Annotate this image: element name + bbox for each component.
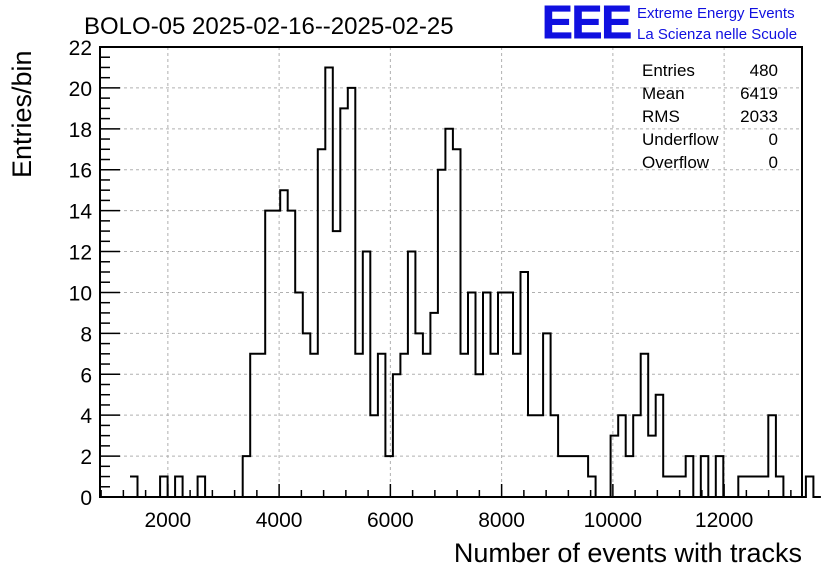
plot-frame (99, 46, 803, 498)
y-tick-labels: 0 2 4 6 8 10 12 14 16 18 20 22 (69, 37, 93, 510)
logo-mark: EEE (542, 0, 631, 48)
x-tick-label: 4000 (256, 509, 303, 532)
x-tick-label: 12000 (695, 509, 753, 532)
y-tick-label: 16 (69, 160, 92, 183)
stats-value: 0 (769, 153, 778, 172)
stats-value: 6419 (740, 84, 778, 103)
y-tick-label: 14 (69, 201, 93, 224)
y-tick-label: 2 (80, 446, 92, 469)
stats-label: Entries (642, 61, 695, 80)
y-tick-label: 4 (80, 405, 92, 428)
y-tick-label: 10 (69, 282, 92, 305)
y-axis-label: Entries/bin (7, 50, 37, 178)
x-tick-label: 10000 (584, 509, 642, 532)
x-tick-label: 6000 (367, 509, 414, 532)
logo-line-1: Extreme Energy Events (637, 5, 795, 22)
stats-box: Entries 480 Mean 6419 RMS 2033 Underflow 0 Overf… (642, 61, 778, 172)
stats-label: RMS (642, 107, 680, 126)
stats-label: Underflow (642, 130, 719, 149)
stats-value: 480 (750, 61, 778, 80)
axis-ticks (100, 46, 792, 498)
stats-label: Overflow (642, 153, 710, 172)
y-tick-label: 6 (80, 364, 92, 387)
chart-title: BOLO-05 2025-02-16--2025-02-25 (84, 13, 454, 40)
x-tick-labels: 2000 4000 6000 8000 10000 12000 (145, 509, 754, 532)
stats-value: 2033 (740, 107, 778, 126)
y-tick-label: 18 (69, 119, 92, 142)
stats-value: 0 (769, 130, 778, 149)
x-axis-label: Number of events with tracks (454, 538, 802, 568)
logo: EEE Extreme Energy Events La Scienza nel… (542, 0, 798, 49)
x-tick-label: 2000 (145, 509, 192, 532)
y-tick-label: 0 (80, 487, 92, 510)
grid-lines (100, 47, 802, 497)
y-tick-label: 22 (69, 37, 92, 60)
logo-line-2: La Scienza nelle Scuole (637, 26, 797, 43)
x-tick-label: 8000 (478, 509, 525, 532)
y-tick-label: 12 (69, 242, 92, 265)
y-tick-label: 20 (69, 78, 92, 101)
y-tick-label: 8 (80, 323, 92, 346)
stats-label: Mean (642, 84, 685, 103)
